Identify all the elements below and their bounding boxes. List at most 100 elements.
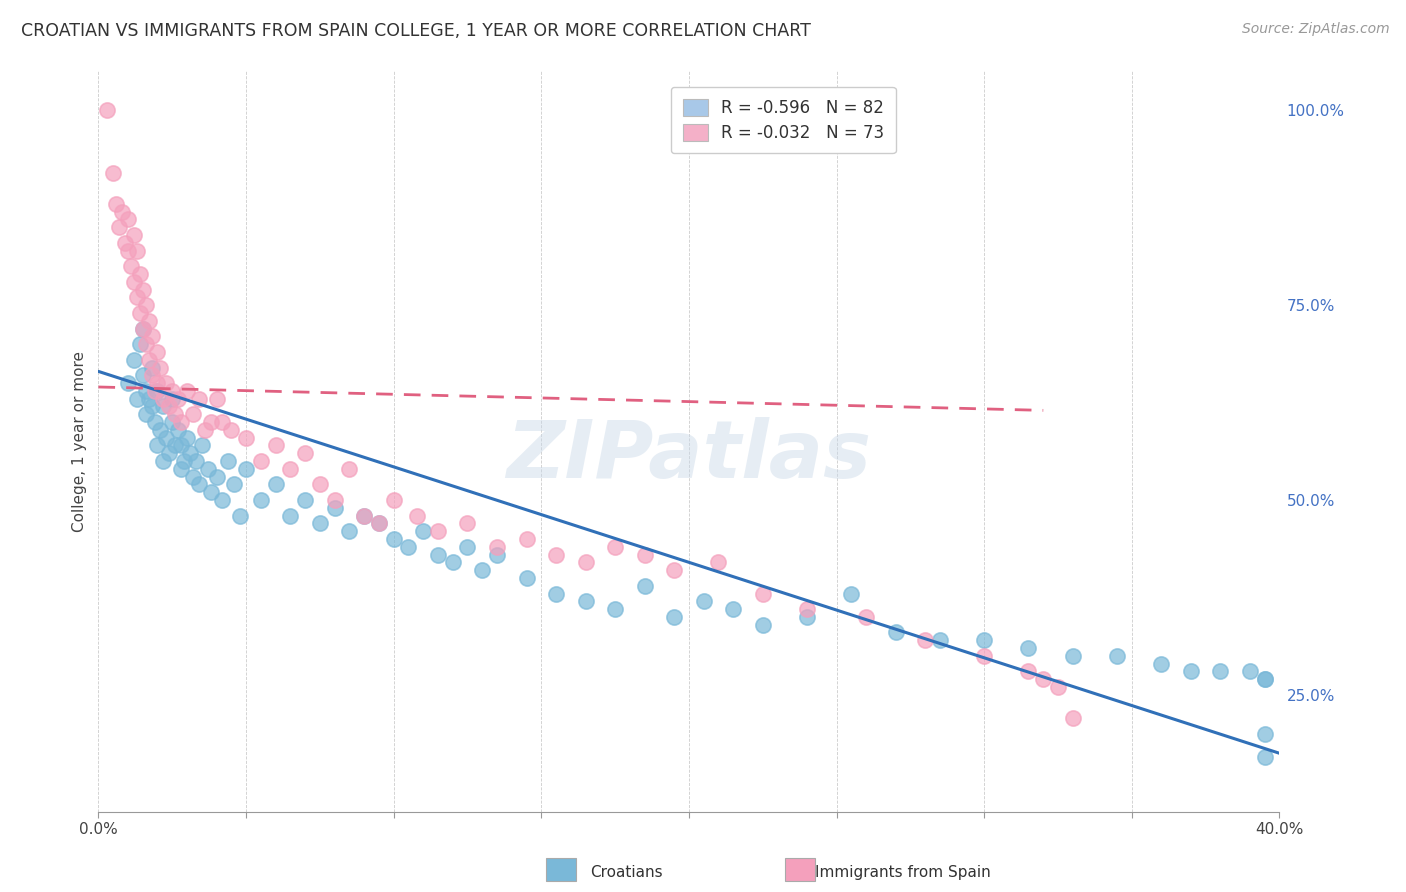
Point xyxy=(157,400,180,414)
Point xyxy=(235,431,257,445)
Point xyxy=(128,306,150,320)
Point xyxy=(546,548,568,562)
Point xyxy=(138,392,160,406)
Point xyxy=(294,446,316,460)
Point xyxy=(120,259,142,273)
Point xyxy=(973,633,995,648)
Point xyxy=(122,275,145,289)
Point xyxy=(1062,711,1084,725)
Point xyxy=(457,540,479,554)
Point xyxy=(187,477,209,491)
Point xyxy=(884,625,907,640)
Point xyxy=(1046,680,1070,694)
Point xyxy=(224,477,246,491)
Point xyxy=(1254,750,1277,764)
Point xyxy=(105,197,128,211)
Point xyxy=(181,407,204,421)
Point xyxy=(135,407,157,421)
Point xyxy=(141,360,163,375)
Point xyxy=(235,462,257,476)
Point xyxy=(125,392,148,406)
Y-axis label: College, 1 year or more: College, 1 year or more xyxy=(72,351,87,532)
Point xyxy=(796,610,818,624)
Point xyxy=(1062,648,1084,663)
Point xyxy=(146,384,169,398)
Point xyxy=(187,392,209,406)
Point xyxy=(1209,665,1232,679)
Point xyxy=(128,337,150,351)
Point xyxy=(634,548,657,562)
Point xyxy=(546,586,568,600)
Point xyxy=(1018,665,1040,679)
Point xyxy=(368,516,391,531)
Text: Source: ZipAtlas.com: Source: ZipAtlas.com xyxy=(1241,22,1389,37)
Point xyxy=(143,415,166,429)
Point xyxy=(176,431,198,445)
Point xyxy=(1254,672,1277,686)
Point xyxy=(141,400,163,414)
Point xyxy=(382,532,405,546)
Point xyxy=(138,352,160,367)
Point xyxy=(149,423,172,437)
Point xyxy=(250,454,273,468)
Point xyxy=(250,493,273,508)
Point xyxy=(575,594,598,608)
Point xyxy=(353,508,375,523)
Point xyxy=(339,524,361,538)
Point xyxy=(323,493,346,508)
Point xyxy=(457,516,479,531)
Point xyxy=(412,524,434,538)
Point xyxy=(152,392,174,406)
Point xyxy=(323,500,346,515)
Point xyxy=(152,400,174,414)
Point xyxy=(929,633,952,648)
Point xyxy=(471,563,494,577)
Point xyxy=(157,446,180,460)
Point xyxy=(191,438,214,452)
Point xyxy=(122,352,145,367)
Point xyxy=(138,314,160,328)
Point xyxy=(575,555,598,569)
Point xyxy=(914,633,936,648)
Point xyxy=(162,392,183,406)
Point xyxy=(707,555,730,569)
Point xyxy=(339,462,361,476)
Point xyxy=(309,477,332,491)
Point xyxy=(294,493,316,508)
Point xyxy=(406,508,429,523)
Point xyxy=(117,212,139,227)
Point xyxy=(221,423,243,437)
Point xyxy=(146,345,169,359)
Point xyxy=(135,298,157,312)
Text: ZIPatlas: ZIPatlas xyxy=(506,417,872,495)
Point xyxy=(1150,657,1173,671)
Text: Croatians: Croatians xyxy=(591,865,664,880)
Point xyxy=(141,368,163,383)
Bar xyxy=(546,858,576,881)
Point xyxy=(634,579,657,593)
Point xyxy=(170,415,193,429)
Point xyxy=(752,586,775,600)
Point xyxy=(664,563,686,577)
Point xyxy=(1032,672,1054,686)
Point xyxy=(162,415,183,429)
Point xyxy=(197,462,219,476)
Point xyxy=(486,540,509,554)
Text: CROATIAN VS IMMIGRANTS FROM SPAIN COLLEGE, 1 YEAR OR MORE CORRELATION CHART: CROATIAN VS IMMIGRANTS FROM SPAIN COLLEG… xyxy=(21,22,811,40)
Text: Immigrants from Spain: Immigrants from Spain xyxy=(815,865,991,880)
Point xyxy=(516,571,538,585)
Point xyxy=(1107,648,1129,663)
Point xyxy=(353,508,375,523)
Point xyxy=(165,407,187,421)
Point xyxy=(165,438,187,452)
Point xyxy=(162,384,183,398)
Point xyxy=(103,166,125,180)
Point xyxy=(796,602,818,616)
Point xyxy=(605,602,627,616)
Point xyxy=(179,446,201,460)
Point xyxy=(167,392,190,406)
Point xyxy=(280,462,302,476)
Bar xyxy=(785,858,815,881)
Point xyxy=(135,384,157,398)
Point xyxy=(368,516,391,531)
